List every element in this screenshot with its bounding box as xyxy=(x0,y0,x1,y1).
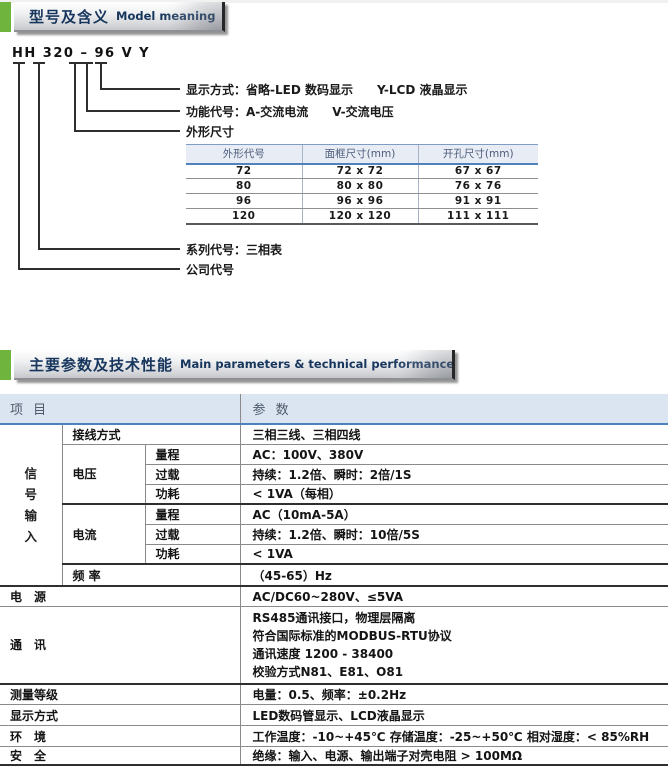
voltage-consumption-value: < 1VA（每相） xyxy=(240,484,668,504)
spec-row-environment: 环 境 工作温度：-10~+45℃ 存储温度：-25~+50℃ 相对湿度：< 8… xyxy=(0,726,668,747)
frequency-label: 频 率 xyxy=(62,564,240,586)
frequency-value: （45-65）Hz xyxy=(240,564,668,586)
callout-line xyxy=(86,110,180,112)
table-row: 72 72 x 72 67 x 67 xyxy=(186,164,538,179)
spec-header-row: 项 目 参 数 xyxy=(0,394,668,424)
dimension-table-header: 外形代号 面框尺寸(mm) 开孔尺寸(mm) xyxy=(186,145,538,164)
spec-row-communication: 通 讯 RS485通讯接口，物理层隔离 符合国际标准的MODBUS-RTU协议 … xyxy=(0,606,668,684)
voltage-range-value: AC：100V、380V xyxy=(240,444,668,464)
wiring-value: 三相三线、三相四线 xyxy=(240,424,668,444)
group-current: 电流 xyxy=(62,504,145,564)
comm-line-1: RS485通讯接口，物理层隔离 xyxy=(253,609,668,627)
group-voltage: 电压 xyxy=(62,444,145,504)
environment-label: 环 境 xyxy=(0,726,240,747)
environment-value: 工作温度：-10~+45℃ 存储温度：-25~+50℃ 相对湿度：< 85%RH xyxy=(240,726,668,747)
voltage-overload-value: 持续：1.2倍、瞬时：2倍/1S xyxy=(240,464,668,484)
spec-row-current-range: 电流 量程 AC（10mA-5A） xyxy=(0,504,668,524)
comm-line-4: 校验方式N81、E81、O81 xyxy=(253,663,668,681)
dimension-table: 外形代号 面框尺寸(mm) 开孔尺寸(mm) 72 72 x 72 67 x 6… xyxy=(186,144,538,225)
spec-row-frequency: 频 率 （45-65）Hz xyxy=(0,564,668,586)
overload-label: 过载 xyxy=(145,524,240,544)
cell: 67 x 67 xyxy=(418,164,538,179)
power-value: AC/DC60~280V、≤5VA xyxy=(240,586,668,606)
display-value: LED数码管显示、LCD液晶显示 xyxy=(240,705,668,726)
table-row: 120 120 x 120 111 x 111 xyxy=(186,209,538,224)
comm-label: 通 讯 xyxy=(0,606,240,684)
spec-row-display: 显示方式 LED数码管显示、LCD液晶显示 xyxy=(0,705,668,726)
col-header-frame-size: 面框尺寸(mm) xyxy=(302,145,418,164)
callout-line xyxy=(38,62,40,250)
current-overload-value: 持续：1.2倍、瞬时：10倍/5S xyxy=(240,524,668,544)
model-code: HH 320 – 96 V Y xyxy=(12,46,150,61)
cell: 120 x 120 xyxy=(302,209,418,224)
callout-series-code: 系列代号：三相表 xyxy=(186,241,282,258)
callout-line xyxy=(86,62,88,112)
green-accent xyxy=(0,2,11,32)
table-row: 96 96 x 96 91 x 91 xyxy=(186,194,538,209)
callout-line xyxy=(18,268,180,270)
accuracy-label: 测量等级 xyxy=(0,684,240,705)
spec-header-item: 项 目 xyxy=(0,394,240,424)
cell: 80 x 80 xyxy=(302,179,418,194)
table-row: 80 80 x 80 76 x 76 xyxy=(186,179,538,194)
cell: 72 x 72 xyxy=(302,164,418,179)
comm-line-3: 通讯速度 1200 - 38400 xyxy=(253,645,668,663)
col-header-shape-code: 外形代号 xyxy=(186,145,302,164)
green-accent xyxy=(0,350,11,380)
overload-label: 过载 xyxy=(145,464,240,484)
current-range-value: AC（10mA-5A） xyxy=(240,504,668,524)
callout-line xyxy=(38,248,180,250)
cell: 80 xyxy=(186,179,302,194)
section2-title-en: Main parameters & technical performance xyxy=(180,357,454,371)
col-header-hole-size: 开孔尺寸(mm) xyxy=(418,145,538,164)
consumption-label: 功耗 xyxy=(145,544,240,564)
cell: 72 xyxy=(186,164,302,179)
callout-function-code: 功能代号：A-交流电流 V-交流电压 xyxy=(186,103,394,120)
spec-row-voltage-range: 电压 量程 AC：100V、380V xyxy=(0,444,668,464)
callout-line xyxy=(74,130,180,132)
power-label: 电 源 xyxy=(0,586,240,606)
spec-header-param: 参 数 xyxy=(240,394,668,424)
callout-display-mode: 显示方式：省略-LED 数码显示 Y-LCD 液晶显示 xyxy=(186,81,467,98)
display-label: 显示方式 xyxy=(0,705,240,726)
cell: 76 x 76 xyxy=(418,179,538,194)
comm-line-2: 符合国际标准的MODBUS-RTU协议 xyxy=(253,627,668,645)
consumption-label: 功耗 xyxy=(145,484,240,504)
spec-row-power: 电 源 AC/DC60~280V、≤5VA xyxy=(0,586,668,606)
section1-title-cn: 型号及含义 xyxy=(29,6,109,27)
comm-value: RS485通讯接口，物理层隔离 符合国际标准的MODBUS-RTU协议 通讯速度… xyxy=(240,606,668,684)
cell: 96 x 96 xyxy=(302,194,418,209)
section1-header: 型号及含义 Model meaning xyxy=(14,2,225,32)
section2-header: 主要参数及技术性能 Main parameters & technical pe… xyxy=(14,350,455,380)
accuracy-value: 电量：0.5、频率：±0.2Hz xyxy=(240,684,668,705)
callout-outline-size: 外形尺寸 xyxy=(186,123,234,140)
callout-company-code: 公司代号 xyxy=(186,261,234,278)
section2-title-cn: 主要参数及技术性能 xyxy=(29,354,173,375)
callout-line xyxy=(100,62,102,90)
range-label: 量程 xyxy=(145,444,240,464)
spec-table: 项 目 参 数 信号输入 接线方式 三相三线、三相四线 电压 量程 AC：100… xyxy=(0,394,668,766)
cell: 96 xyxy=(186,194,302,209)
callout-line xyxy=(100,88,180,90)
current-consumption-value: < 1VA xyxy=(240,544,668,564)
group-signal-input: 信号输入 xyxy=(0,424,62,586)
callout-line xyxy=(18,62,20,270)
range-label: 量程 xyxy=(145,504,240,524)
cell: 91 x 91 xyxy=(418,194,538,209)
callout-line xyxy=(74,62,76,132)
spec-row-accuracy: 测量等级 电量：0.5、频率：±0.2Hz xyxy=(0,684,668,705)
cell: 120 xyxy=(186,209,302,224)
wiring-label: 接线方式 xyxy=(62,424,240,444)
cell: 111 x 111 xyxy=(418,209,538,224)
spec-row-wiring: 信号输入 接线方式 三相三线、三相四线 xyxy=(0,424,668,444)
section1-title-en: Model meaning xyxy=(116,9,215,23)
